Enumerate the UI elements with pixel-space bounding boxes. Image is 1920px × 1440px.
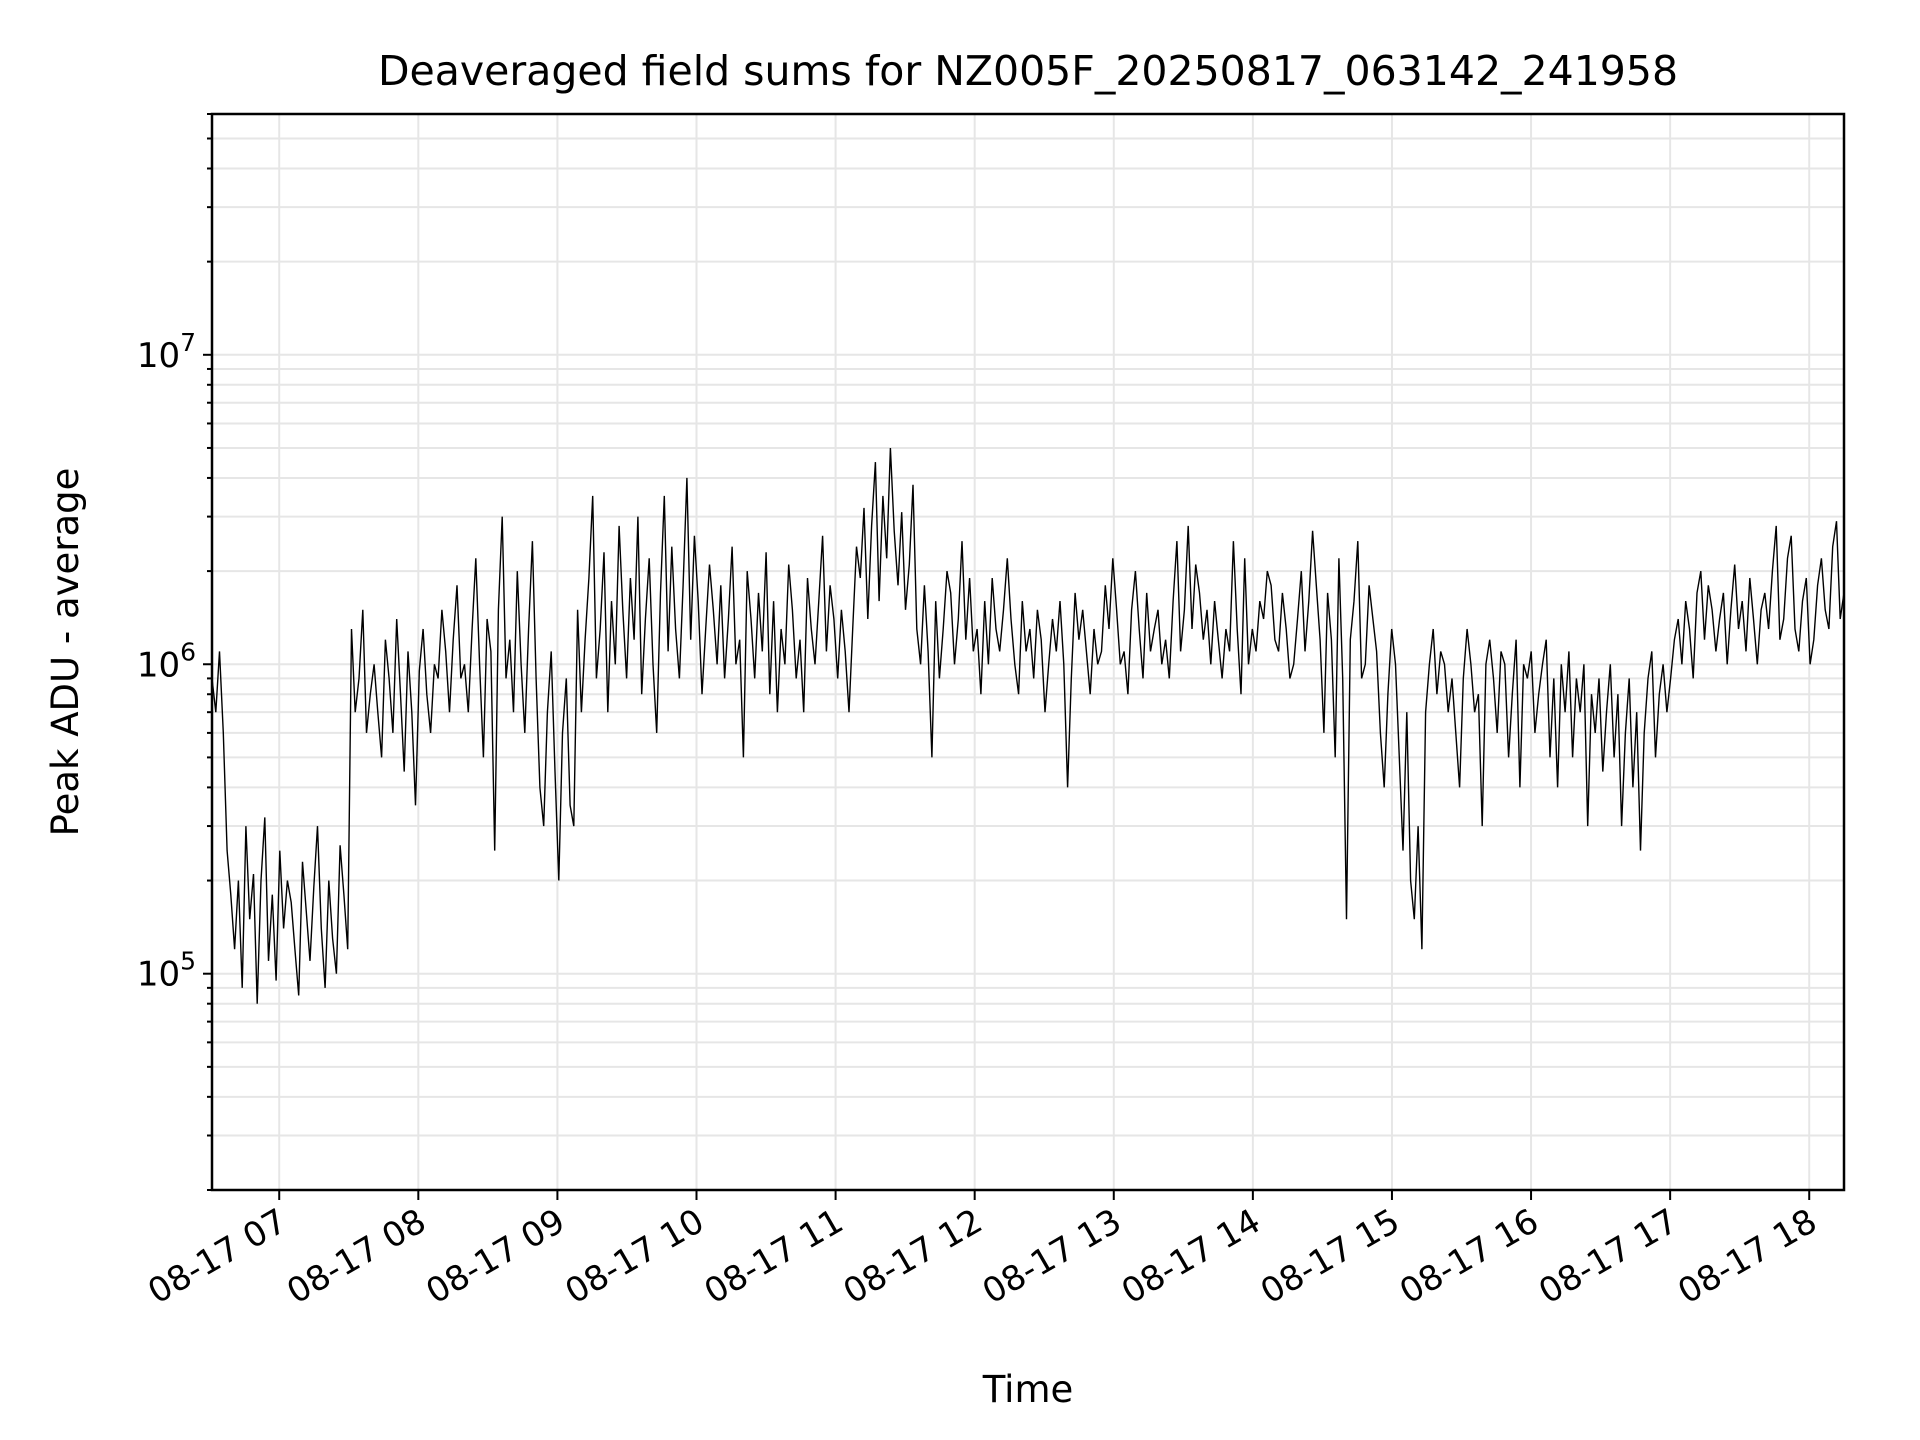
x-axis-label: Time [982, 1368, 1074, 1411]
x-tick-label: 08-17 07 [141, 1201, 293, 1312]
y-tick-label: 107 [137, 328, 196, 376]
x-tick-label: 08-17 09 [420, 1201, 572, 1312]
y-axis: 105 106 107 [137, 113, 212, 1191]
x-tick-label: 08-17 14 [1115, 1201, 1267, 1312]
x-tick-label: 08-17 15 [1254, 1201, 1406, 1312]
x-tick-label: 08-17 13 [976, 1201, 1128, 1312]
y-axis-label: Peak ADU - average [44, 468, 87, 837]
series-line [211, 447, 1845, 1004]
x-tick-label: 08-17 12 [837, 1201, 989, 1312]
x-tick-label: 08-17 08 [280, 1201, 432, 1312]
y-tick-label: 106 [137, 637, 196, 685]
x-tick-label: 08-17 18 [1671, 1201, 1823, 1312]
data-series [211, 447, 1845, 1004]
x-tick-label: 08-17 11 [698, 1201, 850, 1312]
grid [212, 113, 1844, 1191]
x-tick-label: 08-17 10 [559, 1201, 711, 1312]
y-tick-label: 105 [137, 947, 196, 995]
chart-title: Deaveraged field sums for NZ005F_2025081… [378, 47, 1678, 95]
x-tick-label: 08-17 17 [1532, 1201, 1684, 1312]
x-tick-label: 08-17 16 [1393, 1201, 1545, 1312]
plot-frame [210, 112, 1846, 1192]
